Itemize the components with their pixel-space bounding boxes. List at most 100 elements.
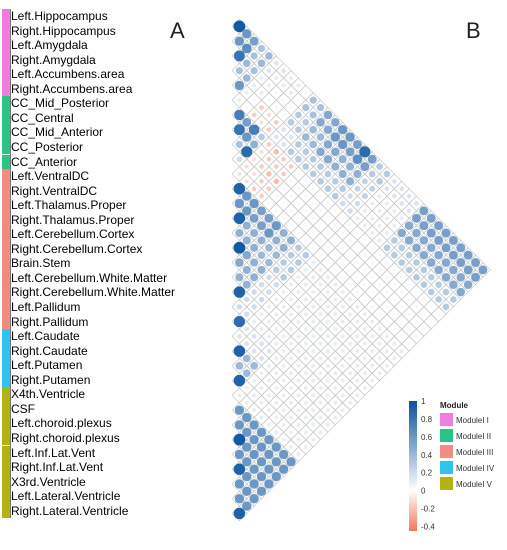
correlation-dot xyxy=(289,341,293,346)
correlation-dot xyxy=(441,228,451,238)
correlation-dot xyxy=(303,430,308,435)
panel-label-a: A xyxy=(170,18,185,43)
correlation-dot xyxy=(252,83,257,88)
correlation-dot xyxy=(289,445,293,449)
correlation-dot xyxy=(385,363,389,368)
correlation-dot xyxy=(242,236,251,245)
module-color-swatch xyxy=(2,169,10,184)
correlation-dot xyxy=(241,146,253,158)
correlation-dot xyxy=(249,213,259,223)
correlation-dot xyxy=(407,312,411,316)
correlation-dot xyxy=(333,400,338,405)
correlation-dot xyxy=(274,386,279,390)
correlation-dot xyxy=(333,209,337,213)
correlation-dot xyxy=(339,200,346,207)
region-row: Right.Pallidum xyxy=(0,314,230,330)
correlation-dot xyxy=(385,320,389,323)
correlation-dot xyxy=(259,164,264,169)
correlation-dot xyxy=(289,371,293,376)
correlation-dot xyxy=(266,186,272,192)
correlation-dot xyxy=(233,433,246,446)
correlation-dot xyxy=(235,228,244,238)
correlation-dot xyxy=(259,400,264,405)
correlation-dot xyxy=(441,243,451,253)
correlation-dot xyxy=(449,265,458,275)
correlation-dot xyxy=(331,118,340,127)
correlation-dot xyxy=(259,179,264,184)
correlation-dot xyxy=(442,288,450,296)
correlation-dot xyxy=(420,266,428,274)
correlation-dot xyxy=(257,206,267,216)
correlation-dot xyxy=(348,371,352,376)
correlation-dot xyxy=(273,119,279,125)
correlation-dot xyxy=(303,297,308,302)
correlation-dot xyxy=(266,319,271,324)
correlation-dot xyxy=(340,408,345,413)
correlation-dot xyxy=(442,303,450,311)
correlation-dot xyxy=(405,251,413,259)
correlation-dot xyxy=(393,327,396,331)
region-label: Right.Inf.Lat.Vent xyxy=(11,460,104,475)
correlation-dot xyxy=(242,442,252,452)
correlation-dot xyxy=(250,228,259,238)
region-row: Right.Putamen xyxy=(0,372,230,388)
correlation-dot xyxy=(244,90,249,95)
correlation-dot xyxy=(297,187,300,191)
correlation-dot xyxy=(234,405,245,415)
correlation-dot xyxy=(429,305,433,309)
correlation-dot xyxy=(463,280,473,289)
correlation-dot xyxy=(244,311,250,317)
correlation-dot xyxy=(326,246,330,250)
correlation-dot xyxy=(355,363,360,368)
correlation-dot xyxy=(257,265,266,274)
correlation-dot xyxy=(266,393,271,398)
correlation-dot xyxy=(318,371,323,376)
correlation-dot xyxy=(356,246,359,250)
correlation-dot xyxy=(348,356,352,361)
region-label: X3rd.Ventricle xyxy=(11,474,86,489)
correlation-dot xyxy=(266,408,271,413)
correlation-dot xyxy=(385,290,389,294)
correlation-dot xyxy=(326,290,330,294)
correlation-dot xyxy=(311,319,316,324)
correlation-dot xyxy=(359,146,371,158)
correlation-dot xyxy=(318,430,323,435)
correlation-dot xyxy=(252,157,257,162)
correlation-dot xyxy=(311,290,316,294)
correlation-dot xyxy=(309,170,317,178)
correlation-dot xyxy=(341,246,345,250)
correlation-dot xyxy=(249,434,259,445)
correlation-dot xyxy=(355,304,360,309)
correlation-dot xyxy=(326,378,330,383)
correlation-dot xyxy=(297,231,300,235)
correlation-dot xyxy=(354,185,361,192)
correlation-dot xyxy=(383,244,391,252)
correlation-dot xyxy=(370,231,375,235)
correlation-dot xyxy=(376,178,383,185)
correlation-dot xyxy=(266,171,272,177)
correlation-dot xyxy=(281,68,287,74)
region-row: Left.Thalamus.Proper xyxy=(0,198,230,213)
correlation-dot xyxy=(295,126,302,134)
correlation-dot xyxy=(326,304,330,309)
colorbar-tick-label: 0.4 xyxy=(421,451,433,460)
correlation-dot xyxy=(326,408,330,413)
correlation-dot xyxy=(326,334,330,339)
legend-item-label: ModuleI IV xyxy=(456,464,495,473)
correlation-dot xyxy=(288,134,294,140)
correlation-dot xyxy=(471,258,481,268)
correlation-dot xyxy=(412,228,421,238)
correlation-dot xyxy=(361,178,368,185)
correlation-dot xyxy=(448,235,458,245)
region-label: Right.Thalamus.Proper xyxy=(11,212,135,227)
correlation-dot xyxy=(326,319,330,324)
correlation-dot xyxy=(274,194,278,198)
correlation-dot xyxy=(303,371,308,376)
correlation-dot xyxy=(242,354,251,363)
correlation-dot xyxy=(377,341,382,346)
correlation-dot xyxy=(242,117,252,127)
legend-item-label: ModuleI III xyxy=(456,448,493,457)
module-color-swatch xyxy=(2,212,10,228)
correlation-dot xyxy=(296,349,301,354)
correlation-dot xyxy=(456,243,466,253)
